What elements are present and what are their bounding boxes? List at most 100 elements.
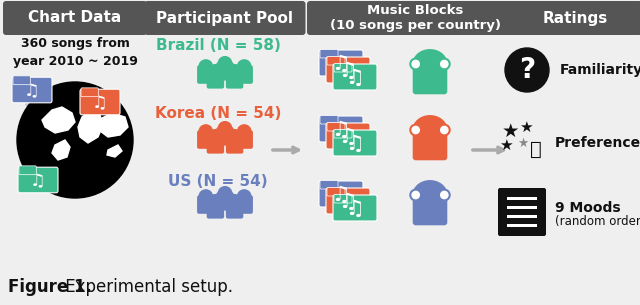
FancyBboxPatch shape [18,167,58,193]
Text: Preference: Preference [555,136,640,150]
FancyBboxPatch shape [197,65,214,84]
Circle shape [505,48,549,92]
Circle shape [199,60,212,73]
Polygon shape [42,107,75,133]
Circle shape [209,130,222,143]
Circle shape [199,190,212,203]
Circle shape [412,60,419,68]
Text: ♫: ♫ [332,54,350,74]
Circle shape [199,125,212,138]
Text: ♫: ♫ [332,185,350,205]
Text: ♫: ♫ [339,192,357,212]
Text: ★: ★ [499,138,513,152]
Text: ♫: ♫ [332,120,350,140]
Text: ♫: ♫ [339,127,357,147]
Polygon shape [107,145,122,157]
Circle shape [438,124,450,136]
FancyBboxPatch shape [319,181,363,207]
Text: ♫: ♫ [346,68,364,88]
Circle shape [237,60,251,73]
Text: ♫: ♫ [24,82,40,100]
Polygon shape [42,160,75,187]
FancyBboxPatch shape [236,131,253,149]
FancyBboxPatch shape [507,224,537,227]
Circle shape [420,54,440,74]
Circle shape [209,65,222,78]
FancyBboxPatch shape [80,89,120,115]
FancyBboxPatch shape [207,70,224,88]
FancyBboxPatch shape [81,88,99,97]
FancyBboxPatch shape [334,195,352,203]
Circle shape [420,185,440,205]
Circle shape [237,125,251,138]
Text: (random order): (random order) [555,216,640,228]
FancyBboxPatch shape [498,188,546,236]
FancyBboxPatch shape [327,123,345,131]
Polygon shape [78,110,103,143]
FancyBboxPatch shape [13,76,30,85]
Text: Ratings: Ratings [542,10,607,26]
FancyBboxPatch shape [226,70,243,88]
Circle shape [228,65,241,78]
Circle shape [441,191,448,199]
Circle shape [412,191,419,199]
Circle shape [441,60,448,68]
FancyBboxPatch shape [326,123,370,149]
Circle shape [410,124,421,136]
FancyBboxPatch shape [327,188,345,196]
FancyBboxPatch shape [236,65,253,84]
FancyBboxPatch shape [320,116,338,124]
FancyBboxPatch shape [216,192,234,210]
FancyBboxPatch shape [226,135,243,154]
FancyBboxPatch shape [413,131,447,160]
FancyBboxPatch shape [507,214,537,218]
FancyBboxPatch shape [413,65,447,94]
Text: ★: ★ [519,120,533,135]
FancyBboxPatch shape [226,200,243,219]
FancyBboxPatch shape [507,206,537,209]
Circle shape [228,130,241,143]
Text: US (N = 54): US (N = 54) [168,174,268,188]
FancyBboxPatch shape [319,116,363,142]
Text: ♫: ♫ [346,134,364,154]
FancyBboxPatch shape [12,77,52,103]
Circle shape [17,82,133,198]
Polygon shape [25,85,55,115]
FancyBboxPatch shape [319,50,363,76]
Polygon shape [98,113,128,137]
FancyBboxPatch shape [326,57,370,83]
Text: ★: ★ [517,137,529,149]
FancyBboxPatch shape [320,181,338,189]
FancyBboxPatch shape [333,130,377,156]
FancyBboxPatch shape [197,196,214,214]
FancyBboxPatch shape [413,196,447,225]
FancyBboxPatch shape [307,1,523,35]
Circle shape [218,122,232,135]
Text: Music Blocks
(10 songs per country): Music Blocks (10 songs per country) [330,3,500,33]
Text: ♫: ♫ [92,94,108,112]
FancyBboxPatch shape [207,135,224,154]
FancyBboxPatch shape [19,166,36,175]
Circle shape [218,57,232,70]
Text: ♫: ♫ [339,61,357,81]
FancyBboxPatch shape [334,130,352,138]
Polygon shape [52,140,70,160]
Circle shape [410,189,421,201]
FancyBboxPatch shape [507,196,537,200]
FancyBboxPatch shape [145,1,305,35]
Text: Figure 1.: Figure 1. [8,278,92,296]
Circle shape [412,126,419,134]
Text: Korea (N = 54): Korea (N = 54) [155,106,281,120]
Text: ★: ★ [501,121,519,141]
Text: ♫: ♫ [30,172,46,190]
Circle shape [237,190,251,203]
Text: ?: ? [519,56,535,84]
Polygon shape [75,90,110,125]
Circle shape [438,189,450,201]
Circle shape [410,58,421,70]
Circle shape [218,187,232,200]
Text: ♫: ♫ [346,199,364,219]
FancyBboxPatch shape [197,131,214,149]
FancyBboxPatch shape [320,50,338,58]
FancyBboxPatch shape [327,57,345,65]
